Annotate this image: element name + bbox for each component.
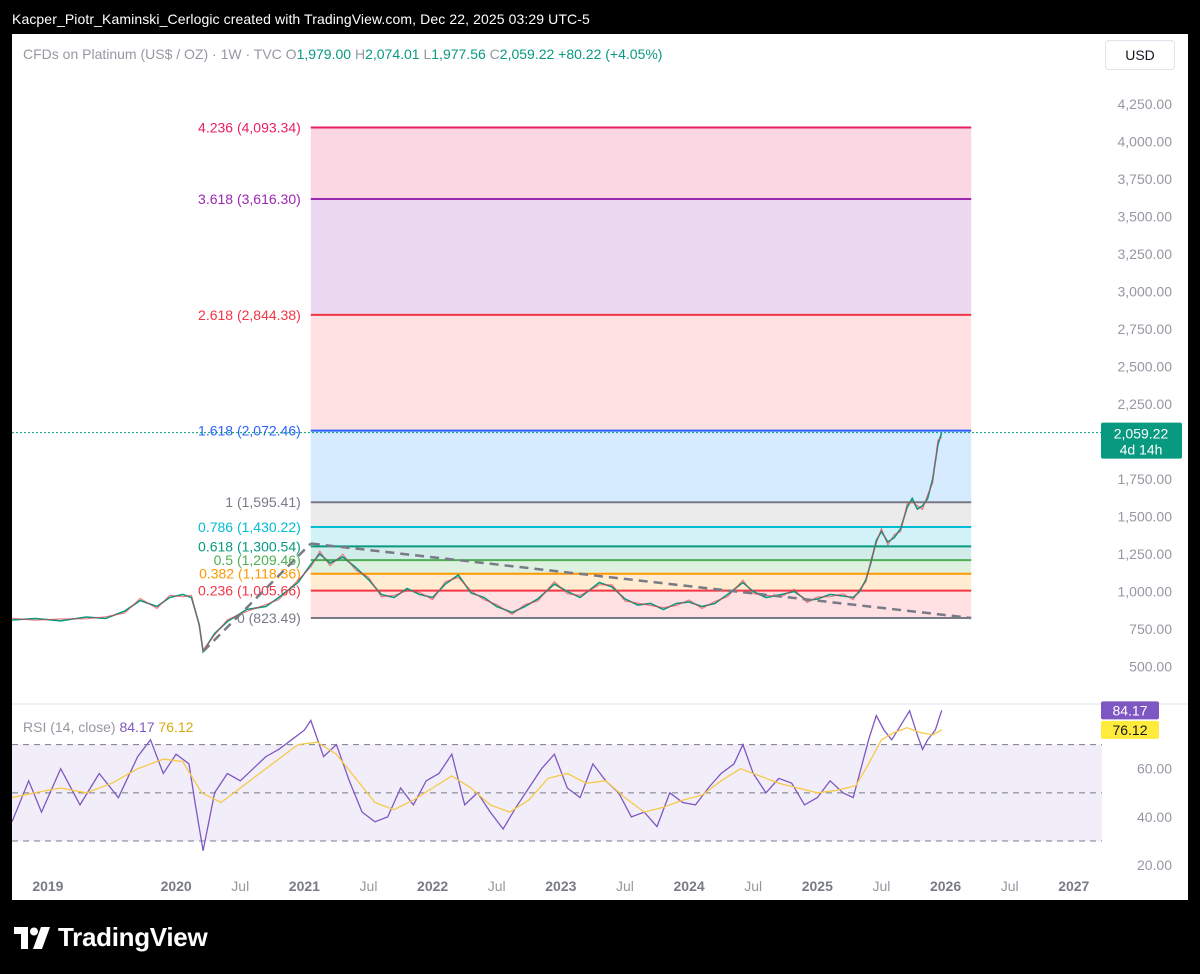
price-tick-label: 1,250.00 bbox=[1118, 546, 1173, 562]
time-tick-label: Jul bbox=[231, 878, 249, 894]
rsi-ma-badge-text: 76.12 bbox=[1112, 722, 1147, 738]
time-tick-label: Jul bbox=[488, 878, 506, 894]
change-value: +80.22 (+4.05%) bbox=[558, 46, 663, 62]
rsi-legend: RSI (14, close) 84.17 76.12 bbox=[23, 719, 193, 735]
rsi-line bbox=[12, 709, 943, 851]
fib-band bbox=[310, 546, 972, 561]
time-tick-label: Jul bbox=[744, 878, 762, 894]
time-tick-label: 2019 bbox=[32, 878, 63, 894]
rsi-ma-line bbox=[12, 727, 943, 813]
price-tick-label: 2,500.00 bbox=[1118, 359, 1173, 375]
time-tick-label: 2025 bbox=[802, 878, 833, 894]
fib-level-label: 0.786 (1,430.22) bbox=[198, 519, 301, 535]
time-tick-label: Jul bbox=[616, 878, 634, 894]
currency-button[interactable]: USD bbox=[1105, 40, 1175, 70]
low-value: 1,977.56 bbox=[431, 46, 486, 62]
tradingview-brand: TradingView bbox=[58, 922, 208, 952]
last-price-countdown: 4d 14h bbox=[1120, 442, 1163, 458]
rsi-value-badge-text: 84.17 bbox=[1112, 702, 1147, 718]
open-label: O bbox=[285, 46, 297, 62]
trendline bbox=[202, 542, 312, 653]
price-tick-label: 750.00 bbox=[1129, 621, 1172, 637]
price-tick-label: 3,250.00 bbox=[1118, 246, 1173, 262]
price-tick-label: 2,250.00 bbox=[1118, 396, 1173, 412]
time-axis[interactable]: 2019 2020 Jul 2021 Jul 2022 Jul 2023 Jul 2024 Jul 2… bbox=[32, 878, 1089, 894]
price-tick-label: 4,250.00 bbox=[1118, 96, 1173, 112]
time-tick-label: Jul bbox=[360, 878, 378, 894]
rsi-ma-badge bbox=[1101, 720, 1159, 739]
price-tick-label: 3,750.00 bbox=[1118, 171, 1173, 187]
fib-band bbox=[310, 573, 972, 591]
fib-band bbox=[310, 560, 972, 574]
time-tick-label: 2027 bbox=[1058, 878, 1089, 894]
symbol-name[interactable]: CFDs on Platinum (US$ / OZ) · 1W · TVC bbox=[23, 46, 282, 62]
open-value: 1,979.00 bbox=[296, 46, 352, 62]
price-tick-label: 4,000.00 bbox=[1118, 134, 1173, 150]
rsi-label[interactable]: RSI (14, close) bbox=[23, 719, 116, 735]
low-label: L bbox=[423, 46, 432, 62]
chart-attribution: Kacper_Piotr_Kaminski_Cerlogic created w… bbox=[12, 11, 590, 27]
price-tick-label: 3,000.00 bbox=[1118, 284, 1173, 300]
tradingview-logo[interactable]: TradingView bbox=[14, 922, 208, 953]
price-series bbox=[12, 432, 943, 654]
fib-band bbox=[310, 314, 972, 431]
price-tick-label: 1,000.00 bbox=[1118, 584, 1173, 600]
rsi-tick-label: 60.00 bbox=[1137, 761, 1172, 777]
time-tick-label: 2022 bbox=[417, 878, 448, 894]
fib-level-label: 0.382 (1,118.36) bbox=[199, 566, 301, 582]
rsi-ma-value: 76.12 bbox=[158, 719, 194, 735]
symbol-legend: CFDs on Platinum (US$ / OZ) · 1W · TVC O… bbox=[23, 46, 662, 62]
chart-panel[interactable]: 4.236 (4,093.34) 3.618 (3,616.30) 2.618 (2… bbox=[12, 34, 1188, 900]
time-tick-label: 2020 bbox=[161, 878, 192, 894]
fib-level-label: 2.618 (2,844.38) bbox=[198, 307, 301, 323]
close-label: C bbox=[489, 46, 500, 62]
trendline bbox=[310, 542, 972, 620]
rsi-tick-label: 40.00 bbox=[1137, 809, 1172, 825]
time-tick-label: 2024 bbox=[674, 878, 705, 894]
fib-level-label: 1.618 (2,072.46) bbox=[198, 423, 301, 439]
price-tick-label: 1,500.00 bbox=[1118, 509, 1173, 525]
close-value: 2,059.22 bbox=[499, 46, 555, 62]
last-price-value: 2,059.22 bbox=[1114, 426, 1169, 442]
price-tick-label: 1,750.00 bbox=[1118, 471, 1173, 487]
trendlines[interactable] bbox=[202, 542, 972, 653]
fib-level-label: 3.618 (3,616.30) bbox=[198, 191, 301, 207]
time-tick-label: Jul bbox=[872, 878, 890, 894]
fib-band bbox=[310, 199, 972, 315]
fib-level-label: 0.618 (1,300.54) bbox=[198, 538, 301, 554]
fibonacci-extension[interactable]: 4.236 (4,093.34) 3.618 (3,616.30) 2.618 (2… bbox=[198, 119, 972, 626]
rsi-value-badge bbox=[1101, 701, 1159, 720]
fib-level-label: 0 (823.49) bbox=[237, 610, 301, 626]
fib-level-label: 4.236 (4,093.34) bbox=[198, 119, 301, 135]
fib-level-label: 1 (1,595.41) bbox=[225, 494, 301, 510]
high-label: H bbox=[354, 46, 366, 62]
fib-band bbox=[310, 430, 972, 503]
fib-band bbox=[310, 502, 972, 527]
rsi-value: 84.17 bbox=[119, 719, 155, 735]
chart-canvas[interactable]: 4.236 (4,093.34) 3.618 (3,616.30) 2.618 (2… bbox=[12, 34, 1188, 900]
tradingview-logo-icon bbox=[14, 926, 50, 949]
fib-level-label: 0.5 (1,209.46) bbox=[214, 552, 301, 568]
high-value: 2,074.01 bbox=[365, 46, 420, 62]
price-tick-label: 3,500.00 bbox=[1118, 209, 1173, 225]
fib-band bbox=[310, 127, 972, 200]
time-tick-label: 2026 bbox=[930, 878, 961, 894]
rsi-tick-label: 20.00 bbox=[1137, 857, 1172, 873]
fib-level-label: 0.236 (1,005.66) bbox=[198, 583, 301, 599]
price-axis[interactable]: 4,250.00 4,000.00 3,750.00 3,500.00 3,250.00… bbox=[1118, 96, 1173, 675]
price-tick-label: 500.00 bbox=[1129, 659, 1172, 675]
price-tick-label: 2,750.00 bbox=[1118, 321, 1173, 337]
time-tick-label: 2021 bbox=[289, 878, 320, 894]
time-tick-label: 2023 bbox=[545, 878, 576, 894]
last-price-badge bbox=[1101, 422, 1182, 459]
price-line-shadow bbox=[12, 436, 942, 652]
time-tick-label: Jul bbox=[1001, 878, 1019, 894]
fib-band bbox=[310, 526, 972, 547]
